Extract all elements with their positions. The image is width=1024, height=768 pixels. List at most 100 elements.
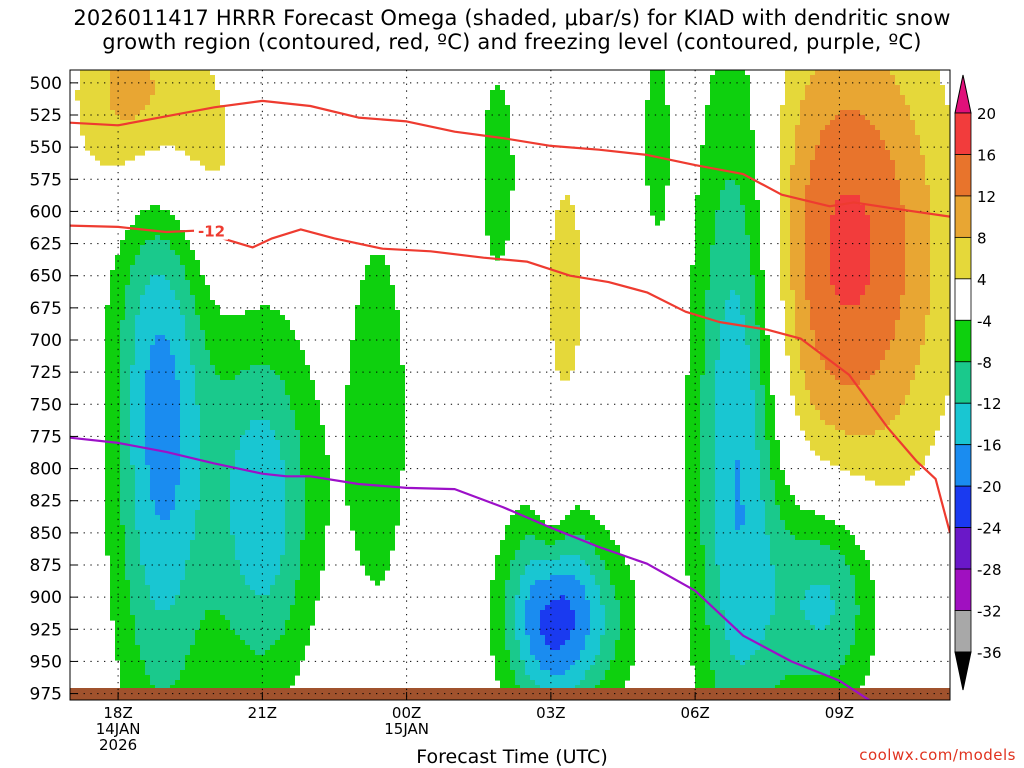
omega-cell — [515, 675, 530, 681]
omega-cell — [745, 520, 765, 526]
omega-cell — [810, 620, 830, 626]
omega-cell — [130, 410, 145, 416]
omega-cell — [930, 310, 950, 316]
omega-cell — [170, 240, 190, 246]
omega-cell — [145, 410, 180, 416]
xtick-label-18z: 18Z — [103, 704, 132, 722]
omega-cell — [190, 345, 205, 351]
omega-cell — [780, 220, 790, 226]
omega-cell — [780, 270, 790, 276]
omega-cell — [150, 675, 180, 681]
omega-cell — [930, 270, 950, 276]
omega-cell — [700, 525, 715, 531]
omega-cell — [830, 670, 870, 676]
omega-cell — [700, 165, 755, 171]
omega-cell — [305, 525, 325, 531]
omega-cell — [80, 70, 110, 76]
omega-cell — [810, 585, 830, 591]
omega-cell — [645, 115, 670, 121]
omega-cell — [505, 525, 605, 531]
omega-cell — [730, 640, 760, 646]
omega-cell — [765, 420, 775, 426]
omega-cell — [485, 185, 515, 191]
omega-cell — [350, 515, 400, 521]
omega-cell — [155, 335, 165, 341]
omega-cell — [200, 325, 290, 331]
omega-cell — [130, 585, 150, 591]
omega-cell — [300, 550, 325, 556]
omega-cell — [240, 445, 280, 451]
omega-cell — [485, 145, 510, 151]
omega-cell — [735, 655, 750, 661]
omega-cell — [820, 540, 855, 546]
omega-cell — [815, 405, 900, 411]
omega-cell — [490, 95, 505, 101]
omega-cell — [715, 380, 750, 386]
omega-cell — [300, 555, 325, 561]
omega-cell — [120, 375, 130, 381]
omega-cell — [715, 680, 780, 686]
omega-cell — [780, 165, 790, 171]
omega-cell — [350, 520, 400, 526]
omega-cell — [910, 105, 950, 111]
omega-cell — [770, 470, 785, 476]
omega-cell — [835, 605, 860, 611]
omega-cell — [105, 490, 120, 496]
omega-cell — [715, 440, 755, 446]
omega-cell — [705, 295, 730, 301]
omega-cell — [760, 460, 770, 466]
omega-cell — [120, 250, 140, 256]
omega-cell — [740, 200, 760, 206]
omega-cell — [915, 130, 950, 136]
ytick-label-750: 750 — [30, 395, 62, 415]
omega-cell — [905, 400, 945, 406]
omega-cell — [540, 620, 575, 626]
omega-cell — [235, 555, 280, 561]
omega-cell — [805, 205, 835, 211]
omega-cell — [230, 495, 285, 501]
omega-cell — [705, 370, 715, 376]
omega-cell — [780, 290, 795, 296]
omega-cell — [850, 470, 915, 476]
omega-shading — [75, 70, 950, 700]
omega-cell — [820, 350, 885, 356]
omega-cell — [130, 580, 145, 586]
omega-cell — [175, 500, 200, 506]
omega-cell — [620, 625, 635, 631]
omega-cell — [805, 255, 830, 261]
omega-cell — [350, 375, 405, 381]
omega-cell — [280, 450, 300, 456]
omega-cell — [585, 590, 600, 596]
omega-cell — [300, 460, 330, 466]
omega-cell — [710, 630, 725, 636]
omega-cell — [125, 300, 140, 306]
omega-cell — [695, 250, 710, 256]
omega-cell — [805, 220, 830, 226]
omega-cell — [720, 345, 750, 351]
omega-cell — [145, 570, 185, 576]
omega-cell — [830, 265, 870, 271]
omega-cell — [270, 420, 295, 426]
omega-cell — [145, 370, 175, 376]
omega-cell — [145, 240, 170, 246]
omega-cell — [690, 305, 705, 311]
omega-cell — [175, 360, 190, 366]
omega-cell — [105, 520, 120, 526]
omega-cell — [520, 575, 550, 581]
omega-cell — [690, 310, 705, 316]
omega-cell — [690, 625, 710, 631]
omega-cell — [730, 645, 760, 651]
omega-cell — [185, 150, 225, 156]
omega-cell — [130, 450, 145, 456]
omega-cell — [835, 205, 865, 211]
omega-cell — [150, 585, 180, 591]
omega-cell — [805, 595, 830, 601]
omega-cell — [185, 575, 245, 581]
omega-cell — [130, 275, 150, 281]
omega-cell — [750, 385, 765, 391]
omega-cell — [710, 280, 755, 286]
omega-cell — [700, 395, 715, 401]
omega-cell — [700, 450, 715, 456]
omega-cell — [885, 145, 920, 151]
omega-cell — [705, 360, 715, 366]
